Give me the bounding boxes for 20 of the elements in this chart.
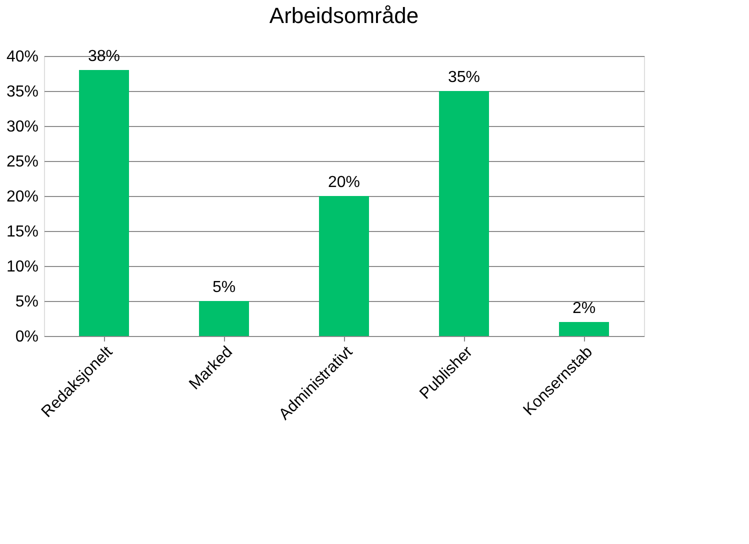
y-tick-label: 35% [6,84,38,100]
y-tick-label: 15% [6,224,38,240]
y-tick-label: 20% [6,188,38,206]
data-label: 38% [88,48,120,65]
y-tick-label: 10% [6,258,38,276]
y-tick-label: 25% [6,154,38,170]
data-label: 2% [572,300,596,317]
y-tick-label: 30% [6,118,38,136]
bar [439,91,489,336]
bar [319,196,369,336]
data-label: 35% [448,69,480,86]
bar [559,322,609,336]
data-label: 20% [328,174,360,191]
bar [79,70,129,336]
chart-title: Arbeidsområde [269,3,419,28]
y-tick-label: 0% [15,328,38,346]
y-tick-label: 40% [6,48,38,66]
y-tick-label: 5% [15,294,38,310]
data-label: 5% [212,279,236,296]
bar [199,301,249,336]
